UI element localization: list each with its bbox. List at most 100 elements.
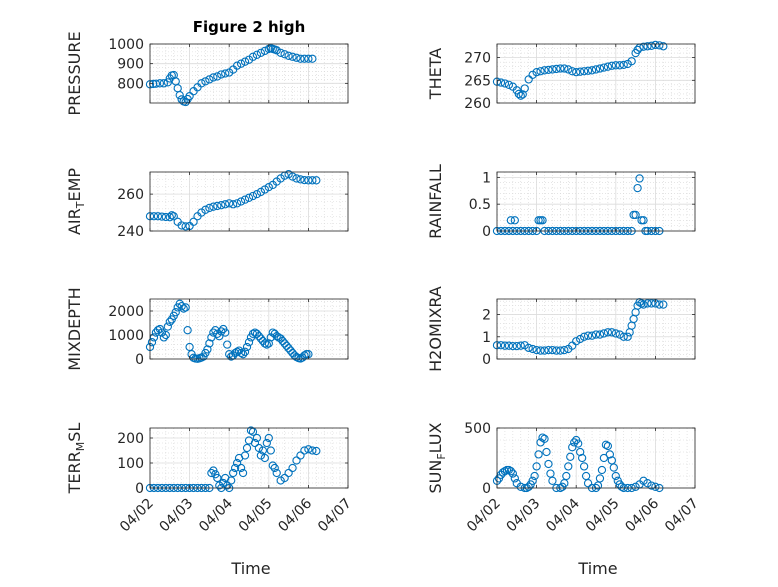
data-point: [153, 212, 163, 221]
data-point: [504, 80, 514, 89]
data-point: [276, 48, 285, 57]
data-point: [147, 338, 157, 347]
data-point: [270, 463, 279, 473]
data-point: [528, 476, 537, 485]
data-point: [508, 341, 517, 351]
data-point: [595, 474, 605, 483]
axes-box: [496, 171, 696, 232]
subplot-air_temp: 240 260 AIRTEMP: [65, 168, 349, 240]
data-point: [532, 345, 541, 355]
axes-background: [497, 172, 695, 231]
data-point: [595, 330, 605, 339]
y-tick-label: 0: [482, 224, 491, 240]
data-point: [205, 75, 214, 84]
data-point: [607, 61, 616, 70]
data-point: [159, 333, 169, 342]
data-point: [264, 339, 273, 348]
data-point: [603, 62, 613, 71]
data-point: [175, 90, 184, 100]
data-point: [635, 174, 644, 183]
data-point: [163, 78, 172, 87]
data-point: [242, 342, 252, 352]
data-point: [611, 471, 620, 481]
y-tick-label: 270: [464, 51, 491, 67]
data-point: [639, 216, 648, 225]
data-point: [536, 346, 545, 355]
data-point: [215, 332, 224, 341]
x-tick-label: 04/05: [236, 496, 276, 536]
x-tick-label: 04/04: [196, 495, 236, 535]
data-point: [252, 50, 262, 59]
y-tick-label: 200: [117, 431, 144, 447]
data-point: [516, 91, 525, 100]
y-axis-label: RAINFALL: [426, 164, 445, 239]
data-point: [232, 61, 242, 70]
data-point: [217, 327, 226, 336]
data-point: [181, 222, 190, 231]
data-point: [197, 79, 206, 88]
x-tick-label: 04/03: [504, 496, 544, 536]
data-point: [530, 471, 539, 481]
data-point: [619, 332, 628, 341]
axes-background: [150, 299, 348, 359]
y-tick-label: 1: [482, 330, 491, 346]
y-tick-label: 260: [464, 96, 491, 112]
data-point: [300, 446, 309, 455]
y-axis-label: TERRMSL: [65, 423, 87, 495]
data-point: [566, 452, 575, 461]
data-point: [244, 338, 254, 347]
data-point: [659, 300, 668, 309]
data-point: [292, 53, 301, 62]
data-point: [280, 473, 289, 483]
data-point: [564, 462, 573, 471]
x-tick-label: 04/02: [464, 496, 504, 536]
data-point: [572, 337, 581, 346]
data-point: [538, 433, 547, 442]
x-tick-label: 04/07: [315, 496, 355, 536]
data-point: [500, 341, 510, 350]
subplot-pressure: 800 900 1000 PRESSURE Figure 2 high: [65, 18, 349, 116]
data-point: [595, 64, 605, 73]
data-point: [516, 341, 525, 350]
data-point: [508, 469, 517, 478]
data-point: [209, 328, 218, 337]
data-point: [203, 345, 212, 354]
data-point: [587, 66, 597, 75]
data-point: [260, 339, 269, 348]
data-point: [157, 212, 167, 221]
data-point: [568, 67, 577, 76]
data-point: [564, 65, 573, 74]
data-point: [296, 54, 305, 63]
data-point: [512, 341, 521, 351]
data-point: [556, 346, 565, 355]
y-tick-label: 800: [117, 76, 144, 92]
data-point: [659, 42, 668, 51]
data-point: [242, 443, 252, 453]
data-point: [308, 176, 317, 185]
data-point: [597, 465, 607, 475]
y-tick-label: 1000: [108, 37, 144, 53]
data-point: [300, 54, 309, 63]
data-point: [506, 216, 516, 225]
data-point: [262, 438, 271, 448]
data-point: [292, 456, 301, 465]
data-point: [540, 66, 549, 75]
data-point: [207, 333, 216, 342]
axes-box: [496, 427, 696, 489]
data-point: [248, 52, 258, 61]
data-point: [169, 212, 178, 221]
data-point: [252, 433, 262, 443]
subplot-h2omixra: 0 1 2 H2OMIXRA: [426, 286, 696, 372]
data-point: [248, 191, 258, 201]
data-point: [159, 79, 169, 88]
data-point: [643, 42, 652, 51]
data-point: [229, 200, 238, 209]
data-point: [217, 70, 226, 79]
subplot-rainfall: 0 0.5 1 RAINFALL: [426, 164, 696, 240]
data-point: [579, 462, 589, 471]
y-tick-label: 100: [117, 456, 144, 472]
data-point: [514, 89, 523, 99]
data-point: [179, 304, 188, 313]
data-point: [304, 445, 313, 454]
y-axis-label: PRESSURE: [65, 31, 84, 115]
